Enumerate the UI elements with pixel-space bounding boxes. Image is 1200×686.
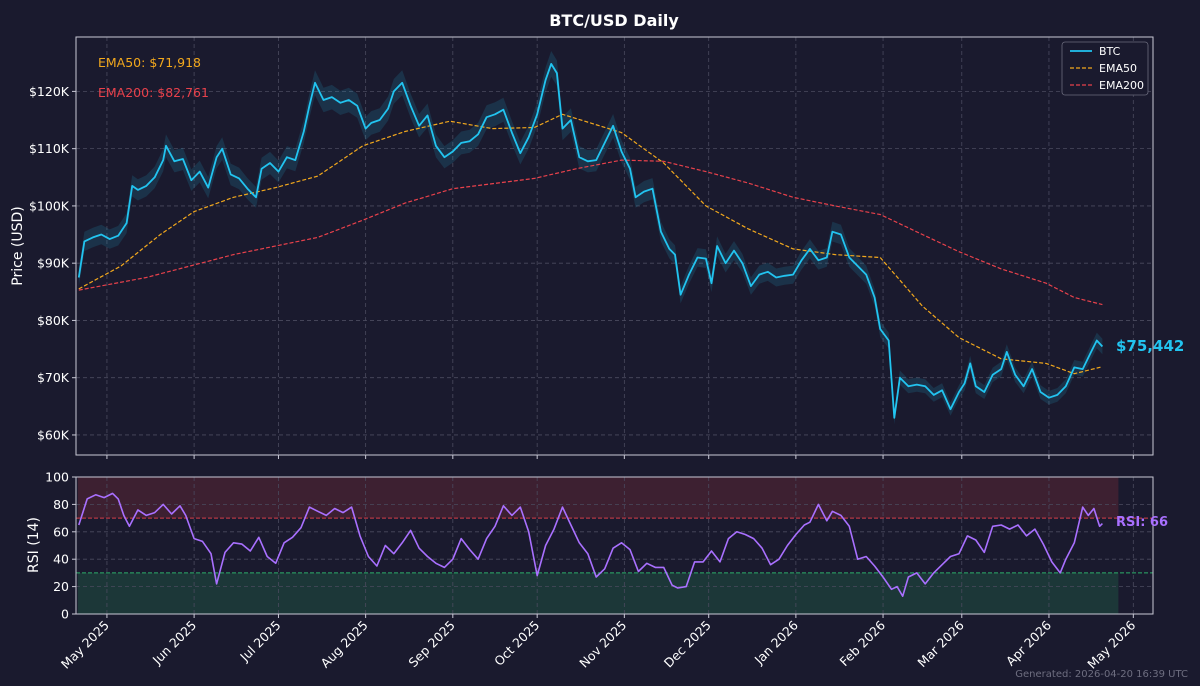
rsi-lines [78, 492, 1103, 598]
chart-title: BTC/USD Daily [549, 11, 679, 30]
rsi-y-axis-label: RSI (14) [26, 517, 42, 573]
price-axes-frame [75, 36, 1154, 456]
rsi-y-tick-label: 60 [53, 524, 69, 539]
price-y-tick-label: $110K [29, 141, 70, 156]
rsi-y-tick-label: 40 [53, 552, 69, 567]
legend-label-ema50: EMA50 [1099, 62, 1137, 75]
price-y-axis-label: Price (USD) [10, 206, 26, 285]
rsi-panel: 0 20 40 60 80 100 RSI (14) RSI: 66 [26, 470, 1168, 622]
rsi-y-tick-label: 0 [61, 607, 69, 622]
price-y-ticks: $60K $70K $80K $90K $100K $110K $120K [29, 84, 76, 442]
rsi-axes-frame [75, 476, 1154, 615]
rsi-y-tick-label: 20 [53, 579, 69, 594]
btc-price-line [77, 63, 1104, 419]
ema50-annotation: EMA50: $71,918 [98, 55, 201, 70]
rsi-zones [76, 477, 1153, 614]
ema200-annotation: EMA200: $82,761 [98, 85, 209, 100]
price-lines [77, 51, 1104, 425]
ema50-line [78, 113, 1103, 375]
rsi-line [78, 492, 1103, 598]
rsi-overbought-zone [77, 477, 1119, 519]
price-y-tick-label: $60K [37, 427, 70, 442]
price-y-tick-label: $100K [29, 198, 70, 213]
rsi-oversold-zone [77, 572, 1119, 614]
price-x-ticks [106, 455, 1134, 459]
rsi-y-tick-label: 100 [45, 470, 69, 485]
rsi-y-ticks: 0 20 40 60 80 100 [45, 470, 76, 622]
price-y-tick-label: $120K [29, 84, 70, 99]
rsi-y-tick-label: 80 [53, 497, 69, 512]
price-plot-area [76, 37, 1153, 455]
price-y-tick-label: $90K [37, 256, 70, 271]
legend-label-ema200: EMA200 [1099, 79, 1144, 92]
price-panel: $60K $70K $80K $90K $100K $110K $120K Price (U… [10, 36, 1184, 459]
legend-box [1061, 41, 1149, 96]
legend-label-btc: BTC [1099, 45, 1121, 58]
last-price-label: $75,442 [1116, 337, 1184, 355]
rsi-value-label: RSI: 66 [1116, 515, 1168, 530]
price-y-tick-label: $80K [37, 313, 70, 328]
generated-footer: Generated: 2026-04-20 16:39 UTC [1015, 669, 1188, 680]
rsi-x-ticks [106, 614, 1134, 618]
legend: BTC EMA50 EMA200 [1061, 41, 1149, 96]
price-y-tick-label: $70K [37, 370, 70, 385]
